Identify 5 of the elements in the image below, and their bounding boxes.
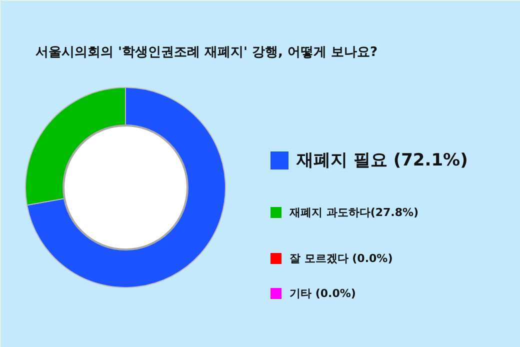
legend-label: 재폐지 과도하다(27.8%) [288, 206, 419, 219]
legend-label: 잘 모르겠다 (0.0%) [290, 252, 393, 265]
chart-title: 서울시의회의 '학생인권조례 재폐지' 강행, 어떻게 보나요? [36, 45, 378, 60]
legend-label: 기타 (0.0%) [290, 287, 356, 300]
legend-label: 재폐지 필요 (72.1%) [296, 150, 468, 170]
